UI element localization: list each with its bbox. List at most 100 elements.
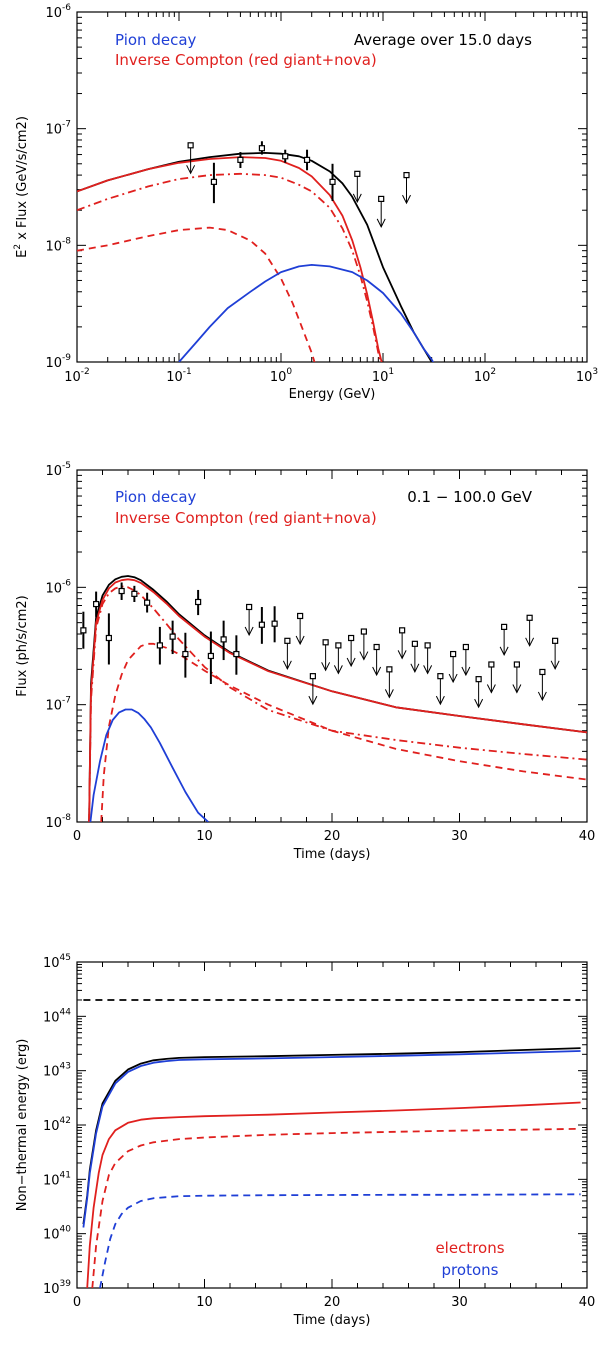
x-tick-label-exponent: -1 xyxy=(183,367,192,377)
upper-limit-arrowhead xyxy=(448,673,458,684)
y-tick-label: 1045 xyxy=(43,953,71,971)
upper-limit-arrowhead xyxy=(550,660,560,670)
legend-label: Pion decay xyxy=(115,31,197,49)
y-tick-label: 10-6 xyxy=(45,578,71,596)
upper-limit-arrowhead xyxy=(435,695,445,706)
y-tick-label: 10-8 xyxy=(45,236,71,254)
upper-limit-arrowhead xyxy=(333,665,343,675)
series-line-protons xyxy=(82,1050,581,1228)
y-tick-label-exponent: 39 xyxy=(60,1279,72,1289)
upper-limit-marker xyxy=(475,676,482,683)
x-tick-label: 100 xyxy=(270,367,293,385)
x-tick-label: 20 xyxy=(324,829,341,844)
data-point-marker xyxy=(195,598,202,606)
upper-limit-marker xyxy=(501,623,508,631)
y-tick-label-exponent: -7 xyxy=(62,120,71,130)
y-tick-label: 1042 xyxy=(43,1116,71,1134)
series-line-protons-dashed- xyxy=(99,1193,581,1288)
y-axis-label: Flux (ph/s/cm2) xyxy=(15,595,30,696)
upper-limit-marker xyxy=(348,634,355,642)
upper-limit-arrowhead xyxy=(525,637,535,647)
y-tick-label-exponent: 41 xyxy=(60,1170,71,1180)
x-tick-label-exponent: 3 xyxy=(592,367,598,377)
data-point-marker xyxy=(258,145,266,152)
upper-limit-arrowhead xyxy=(359,651,369,661)
y-tick-label-base: 10 xyxy=(43,1228,60,1243)
data-point-marker xyxy=(144,599,151,606)
legend-label: electrons xyxy=(435,1239,504,1257)
data-point-marker xyxy=(220,636,227,643)
y-axis-label: Non−thermal energy (erg) xyxy=(15,1039,30,1212)
x-tick-label: 0 xyxy=(73,1295,81,1310)
data-point-marker xyxy=(169,633,176,640)
series-line-inverse-compton-red-giant- xyxy=(77,172,382,362)
x-tick-label: 30 xyxy=(451,1295,468,1310)
series-line-total xyxy=(77,151,433,362)
upper-limit-marker xyxy=(378,195,385,203)
sed-panel: 10-2 10-1 100 101 102 10310-910-810-710-6Ener… xyxy=(13,3,598,402)
data-point-marker xyxy=(282,153,289,160)
upper-limit-marker xyxy=(437,673,444,680)
y-axis-label: E2 x Flux (GeV/s/cm2) xyxy=(13,116,30,258)
upper-limit-arrowhead xyxy=(346,657,356,668)
energy-panel: 0 10 20 30 401039104010411042104310441045Tim… xyxy=(15,953,595,1328)
y-axis-label-sup: 2 xyxy=(13,244,23,250)
upper-limit-arrowhead xyxy=(486,684,496,694)
upper-limit-marker xyxy=(297,612,304,620)
upper-limit-arrowhead xyxy=(410,663,420,673)
upper-limit-arrowhead xyxy=(397,650,407,660)
upper-limit-arrowhead xyxy=(186,165,196,175)
y-tick-label: 1044 xyxy=(43,1007,71,1025)
upper-limit-marker xyxy=(513,661,520,668)
y-tick-label-base: 10 xyxy=(43,1065,60,1080)
y-tick-label-base: 10 xyxy=(45,6,62,21)
series-group xyxy=(80,575,587,822)
x-tick-label-base: 10 xyxy=(474,370,491,385)
y-tick-label: 1043 xyxy=(43,1062,71,1080)
upper-limit-marker xyxy=(187,142,194,149)
series-line-inverse-compton-nova- xyxy=(100,642,587,822)
x-axis-label: Time (days) xyxy=(293,1313,371,1328)
series-line-pion-decay xyxy=(89,708,209,822)
y-tick-label-exponent: 40 xyxy=(60,1225,72,1235)
legend-label: Pion decay xyxy=(115,488,197,506)
y-tick-label: 1040 xyxy=(43,1225,71,1243)
series-line-inverse-compton-total xyxy=(77,156,383,362)
y-tick-label-exponent: -8 xyxy=(62,813,71,823)
upper-limit-arrowhead xyxy=(384,689,394,699)
upper-limit-arrowhead xyxy=(423,665,433,675)
y-tick-label-exponent: 43 xyxy=(60,1062,71,1072)
data-point-marker xyxy=(303,156,311,163)
y-tick-label-exponent: -9 xyxy=(62,353,71,363)
legend-label: Inverse Compton (red giant+nova) xyxy=(115,509,377,527)
data-point-marker xyxy=(271,620,278,627)
y-tick-label: 10-7 xyxy=(45,696,71,714)
x-tick-label-base: 10 xyxy=(270,370,287,385)
series-line-pion-decay xyxy=(178,263,435,362)
y-tick-label-exponent: 44 xyxy=(60,1007,72,1017)
x-axis-label: Time (days) xyxy=(293,847,371,862)
series-line-inverse-compton-total xyxy=(88,578,587,822)
upper-limit-arrowhead xyxy=(512,684,522,694)
upper-limit-marker xyxy=(335,642,342,649)
y-tick-label-base: 10 xyxy=(45,816,62,831)
data-point-marker xyxy=(131,590,138,597)
y-tick-label-base: 10 xyxy=(45,123,62,138)
y-tick-label: 10-6 xyxy=(45,3,71,21)
upper-limit-arrowhead xyxy=(244,626,254,637)
legend-label: Inverse Compton (red giant+nova) xyxy=(115,51,377,69)
series-line-inverse-compton-red-giant- xyxy=(88,585,587,822)
upper-limit-marker xyxy=(488,661,495,668)
x-tick-label: 10-2 xyxy=(64,367,90,385)
upper-limit-marker xyxy=(411,640,418,647)
data-point-marker xyxy=(118,587,125,595)
y-tick-label-base: 10 xyxy=(45,581,62,596)
y-tick-label-exponent: -6 xyxy=(62,3,71,13)
upper-limit-marker xyxy=(386,666,393,673)
upper-limit-marker xyxy=(309,673,316,680)
upper-limit-arrowhead xyxy=(537,691,547,702)
series-line-total xyxy=(88,575,587,822)
upper-limit-marker xyxy=(462,643,469,651)
data-point-marker xyxy=(80,627,87,634)
